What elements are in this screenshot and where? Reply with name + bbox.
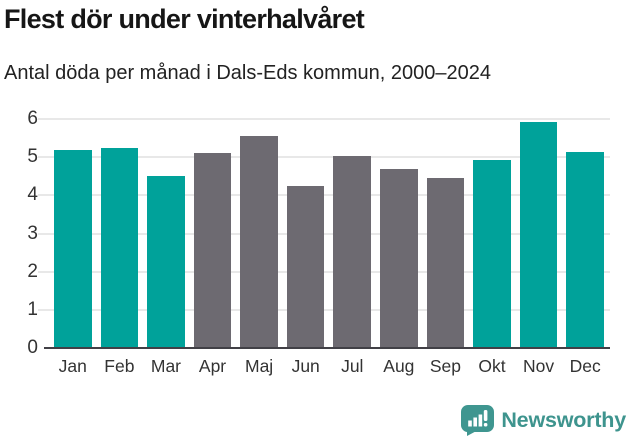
bar-jul (333, 156, 372, 348)
bar-feb (100, 147, 139, 348)
y-axis-tick-label-0: 0 (27, 337, 38, 358)
chart-title: Flest dör under vinterhalvåret (4, 4, 365, 34)
x-axis-tick-label-jun: Jun (291, 356, 320, 376)
gridline-y6 (38, 118, 610, 120)
y-axis-tick-label-6: 6 (27, 108, 38, 129)
x-axis-tick-label-okt: Okt (478, 356, 506, 376)
x-axis-labels: Jan Feb Mar Apr Maj Jun Jul Aug Sep Okt Nov Dec (48, 356, 610, 377)
bar-okt (473, 160, 511, 348)
bar-jan (54, 149, 92, 348)
x-axis-tick-label-aug: Aug (383, 356, 415, 376)
chart-subtitle: Antal döda per månad i Dals-Eds kommun, … (4, 62, 491, 84)
x-axis-tick-label-apr: Apr (198, 356, 227, 376)
x-axis-tick-label-nov: Nov (523, 356, 555, 376)
y-axis-tick-label-5: 5 (27, 146, 38, 168)
x-axis-tick-label-jan: Jan (58, 356, 87, 376)
bars-container (48, 119, 610, 348)
x-axis-tick-label-maj: Maj (245, 356, 274, 376)
x-axis-tick-label-sep: Sep (429, 356, 461, 376)
gridline-y5 (38, 156, 610, 159)
bar-dec (566, 152, 604, 348)
y-axis-tick-label-3: 3 (27, 222, 38, 244)
x-axis-tick-label-feb: Feb (104, 356, 135, 376)
x-axis-line (44, 346, 610, 349)
x-axis-tick-label-mar: Mar (150, 356, 182, 376)
bar-mar (147, 176, 185, 348)
newsworthy-attribution: Newsworthy (461, 405, 626, 436)
x-axis-tick-label-dec: Dec (569, 356, 601, 376)
newsworthy-logo-icon (461, 405, 495, 436)
bar-apr (193, 153, 232, 348)
plot-area (38, 118, 610, 349)
bar-aug (380, 169, 418, 348)
bar-nov (519, 121, 558, 348)
bar-jun (286, 185, 325, 348)
bar-sep (426, 177, 465, 348)
y-axis-tick-label-1: 1 (27, 298, 38, 320)
y-axis-tick-label-2: 2 (27, 260, 38, 282)
newsworthy-brand-text: Newsworthy (501, 408, 626, 432)
y-axis-tick-label-4: 4 (27, 184, 38, 206)
bar-maj (240, 136, 278, 348)
x-axis-tick-label-jul: Jul (341, 356, 364, 376)
